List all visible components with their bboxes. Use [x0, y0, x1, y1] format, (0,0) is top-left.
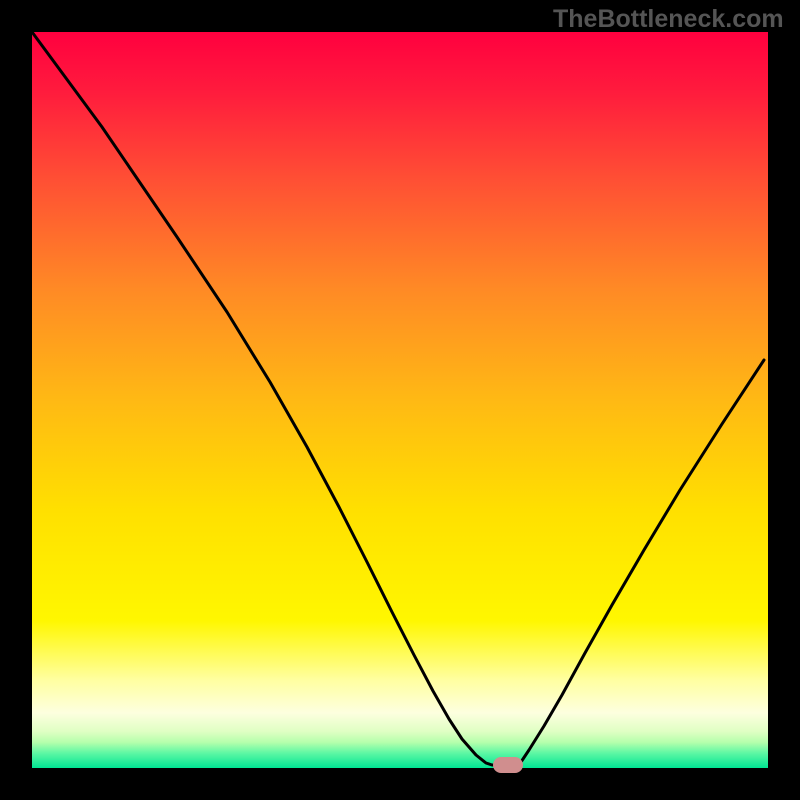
watermark-caption: TheBottleneck.com [553, 5, 784, 34]
chart-svg [0, 0, 800, 800]
optimal-marker [493, 757, 523, 773]
plot-background [32, 32, 768, 768]
chart-frame: TheBottleneck.com [0, 0, 800, 800]
